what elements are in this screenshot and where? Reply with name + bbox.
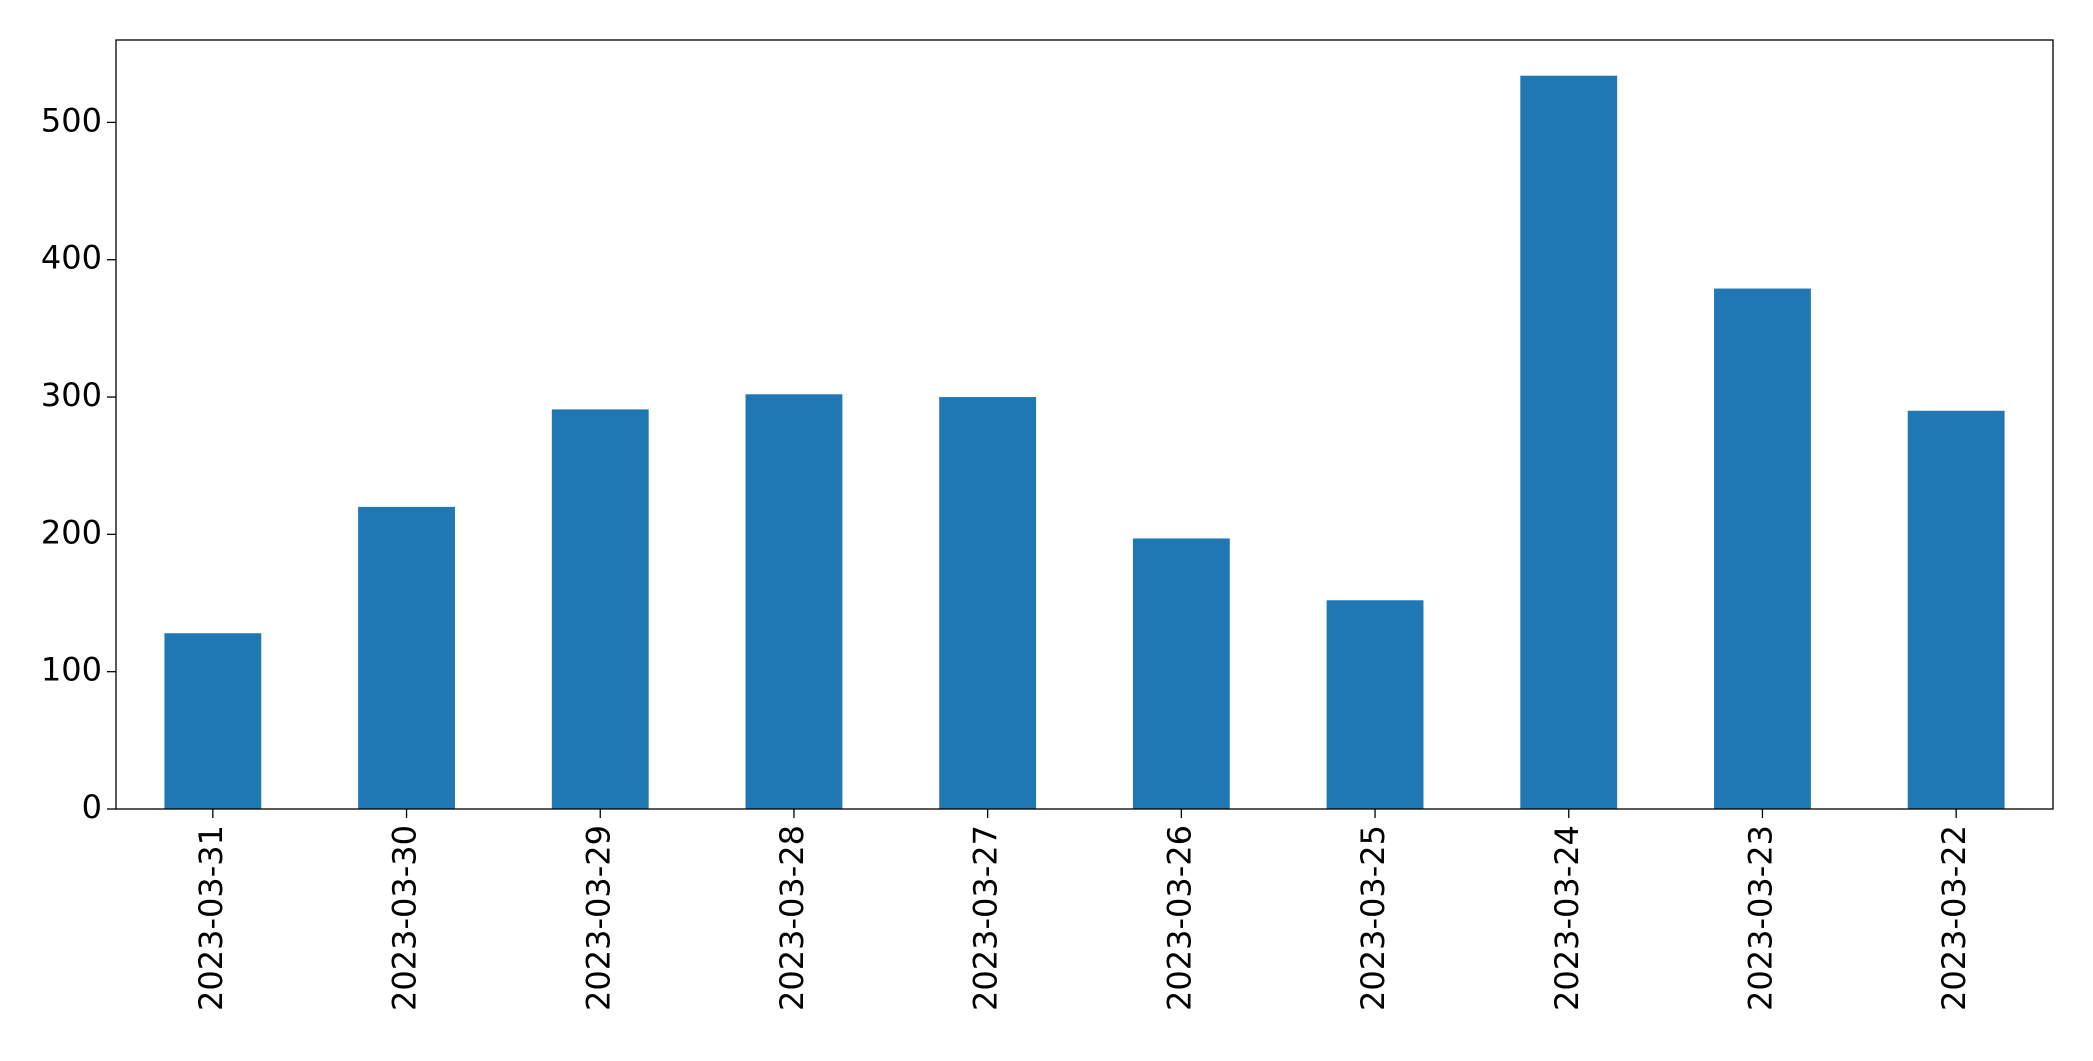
- bar: [164, 633, 262, 809]
- y-tick-label: 200: [41, 513, 102, 551]
- x-tick-label: 2023-03-24: [1548, 825, 1586, 1011]
- x-tick-label: 2023-03-31: [192, 825, 230, 1011]
- x-tick-label: 2023-03-29: [579, 825, 617, 1011]
- x-tick-label: 2023-03-27: [967, 825, 1005, 1011]
- bar: [1907, 410, 2005, 809]
- bar: [1714, 288, 1811, 810]
- x-tick-label: 2023-03-25: [1354, 825, 1392, 1011]
- bar: [1520, 75, 1618, 810]
- y-tick-label: 300: [41, 376, 102, 414]
- plot-frame: [115, 39, 2054, 810]
- bar: [1132, 538, 1230, 809]
- bar: [939, 397, 1037, 809]
- bar: [745, 394, 843, 809]
- y-tick-label: 400: [41, 239, 102, 277]
- x-tick-label: 2023-03-23: [1741, 825, 1779, 1011]
- x-tick-label: 2023-03-22: [1935, 825, 1973, 1011]
- x-tick-label: 2023-03-30: [386, 825, 424, 1011]
- bar: [358, 506, 455, 809]
- y-tick-label: 0: [82, 788, 102, 826]
- x-tick-label: 2023-03-28: [773, 825, 811, 1011]
- y-tick-label: 100: [41, 651, 102, 689]
- bar: [551, 409, 649, 809]
- x-tick-label: 2023-03-26: [1160, 825, 1198, 1011]
- y-tick-label: 500: [41, 101, 102, 139]
- bar: [1326, 600, 1424, 809]
